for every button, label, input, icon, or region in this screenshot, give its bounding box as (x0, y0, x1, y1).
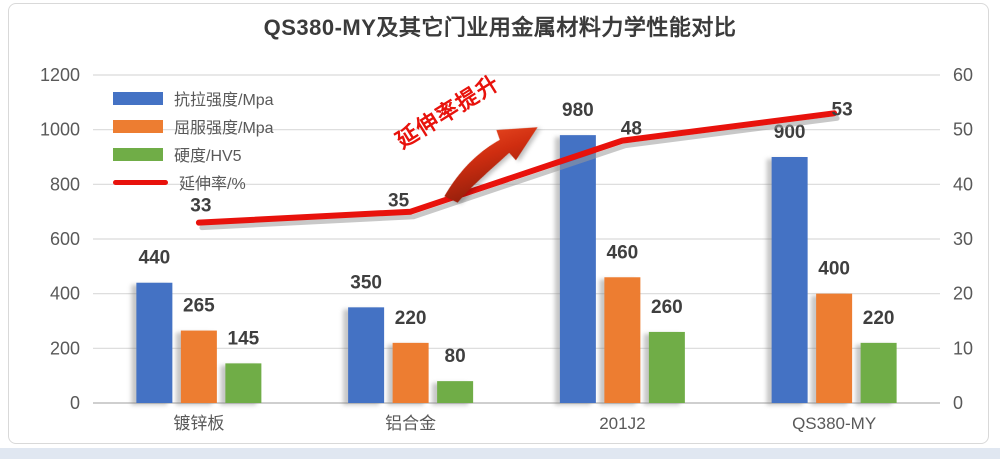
bar-label-yield-strength-aluminum-alloy: 220 (395, 308, 427, 329)
left-axis-tick-400: 400 (50, 284, 80, 304)
bar-tensile-strength-galvanized-sheet (136, 282, 173, 403)
bar-label-hardness-qs380-my: 220 (863, 308, 895, 329)
category-label-galvanized-sheet: 镀锌板 (173, 414, 224, 433)
right-axis-tick-10: 10 (953, 338, 973, 358)
right-axis-tick-40: 40 (953, 174, 973, 194)
slide-background-strip (0, 448, 1000, 459)
bar-label-hardness-galvanized-sheet: 145 (228, 328, 260, 349)
bar-yield-strength-aluminum-alloy (392, 342, 429, 403)
right-axis-tick-30: 30 (953, 229, 973, 249)
line-label-qs380-my: 53 (832, 99, 853, 120)
right-axis-tick-20: 20 (953, 284, 973, 304)
elongation-line-shadow (199, 115, 840, 231)
line-label-aluminum-alloy: 35 (388, 191, 410, 212)
bar-label-tensile-strength-201j2: 980 (562, 100, 594, 121)
bar-hardness-galvanized-sheet (225, 363, 262, 403)
legend-label-elongation: 延伸率/% (179, 176, 246, 193)
category-label-aluminum-alloy: 铝合金 (385, 414, 436, 433)
legend-item-tensile-strength: 抗拉强度/Mpa (113, 84, 274, 112)
left-axis-tick-800: 800 (50, 174, 80, 194)
legend-label-tensile-strength: 抗拉强度/Mpa (174, 92, 274, 109)
bar-tensile-strength-aluminum-alloy (348, 307, 385, 403)
legend-label-yield-strength: 屈服强度/Mpa (174, 120, 274, 137)
legend-swatch-tensile-strength (113, 91, 163, 105)
right-axis-tick-50: 50 (953, 120, 973, 140)
bar-yield-strength-galvanized-sheet (180, 330, 217, 403)
annotation-arrow-icon (444, 127, 538, 203)
elongation-line (195, 110, 838, 226)
left-axis-tick-600: 600 (50, 229, 80, 249)
right-axis-tick-60: 60 (953, 65, 973, 85)
category-label-qs380-my: QS380-MY (792, 414, 876, 433)
bar-tensile-strength-201j2 (559, 135, 596, 403)
left-axis-tick-1000: 1000 (40, 120, 80, 140)
left-axis-tick-0: 0 (70, 393, 80, 413)
bar-label-yield-strength-qs380-my: 400 (818, 259, 850, 280)
chart-title: QS380-MY及其它门业用金属材料力学性能对比 (263, 15, 737, 40)
legend: 抗拉强度/Mpa 屈服强度/Mpa 硬度/HV5 延伸率/% (113, 84, 274, 196)
legend-swatch-elongation (113, 179, 168, 185)
bar-hardness-qs380-my (860, 342, 897, 403)
legend-item-elongation: 延伸率/% (113, 168, 274, 196)
left-axis-tick-1200: 1200 (40, 65, 80, 85)
bar-hardness-aluminum-alloy (437, 381, 474, 403)
legend-item-yield-strength: 屈服强度/Mpa (113, 112, 274, 140)
bar-label-hardness-201j2: 260 (651, 297, 683, 318)
legend-swatch-yield-strength (113, 119, 163, 133)
left-axis-tick-200: 200 (50, 338, 80, 358)
category-label-201j2: 201J2 (599, 414, 645, 433)
legend-swatch-hardness (113, 147, 163, 161)
right-axis-tick-0: 0 (953, 393, 963, 413)
bar-label-yield-strength-galvanized-sheet: 265 (183, 296, 215, 317)
bar-label-hardness-aluminum-alloy: 80 (445, 346, 466, 367)
bar-yield-strength-201j2 (604, 277, 641, 403)
annotation-text: 延伸率提升 (391, 70, 505, 154)
legend-item-hardness: 硬度/HV5 (113, 140, 274, 168)
bar-hardness-201j2 (648, 331, 685, 403)
bar-label-yield-strength-201j2: 460 (607, 242, 639, 263)
bar-tensile-strength-qs380-my (771, 157, 808, 403)
line-label-201j2: 48 (621, 119, 642, 140)
line-label-galvanized-sheet: 33 (190, 196, 211, 217)
bar-label-tensile-strength-galvanized-sheet: 440 (139, 248, 171, 269)
legend-label-hardness: 硬度/HV5 (174, 148, 242, 165)
bar-yield-strength-qs380-my (816, 293, 853, 403)
bar-label-tensile-strength-aluminum-alloy: 350 (350, 272, 382, 293)
